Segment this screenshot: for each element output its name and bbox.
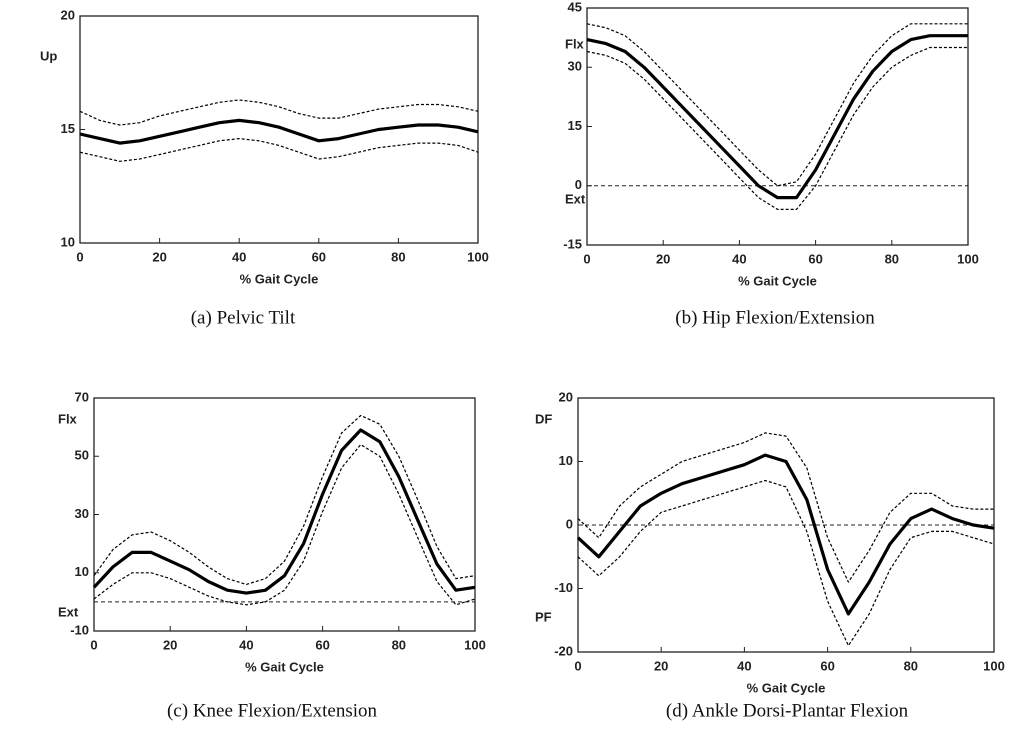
- axis-annotation: Flx: [565, 36, 585, 51]
- x-tick-label: 20: [163, 637, 177, 652]
- y-tick-label: 10: [75, 564, 89, 579]
- x-tick-label: 80: [392, 637, 406, 652]
- x-axis-label: % Gait Cycle: [747, 680, 826, 695]
- x-tick-label: 100: [957, 251, 979, 266]
- caption: (a) Pelvic Tilt: [191, 307, 296, 328]
- y-tick-label: 30: [75, 506, 89, 521]
- x-tick-label: 60: [808, 251, 822, 266]
- axis-annotation: DF: [535, 411, 552, 426]
- series-line: [92, 428, 476, 595]
- axis-annotation: Up: [40, 48, 57, 63]
- y-tick-label: -10: [70, 622, 89, 637]
- x-tick-label: 0: [583, 251, 590, 266]
- x-tick-label: 0: [574, 658, 581, 673]
- axis-annotation: Flx: [58, 411, 78, 426]
- y-tick-label: -10: [554, 580, 573, 595]
- x-tick-label: 20: [656, 251, 670, 266]
- plot-frame: [79, 15, 479, 244]
- y-tick-label: 15: [568, 118, 582, 133]
- y-tick-label: 50: [75, 448, 89, 463]
- x-tick-label: 20: [654, 658, 668, 673]
- y-tick-label: -20: [554, 643, 573, 658]
- series-line: [93, 414, 476, 585]
- series-line: [93, 444, 476, 606]
- y-tick-label: 20: [61, 7, 75, 22]
- x-tick-label: 40: [232, 249, 246, 264]
- y-tick-label: 0: [575, 177, 582, 192]
- x-tick-label: 0: [76, 249, 83, 264]
- x-tick-label: 0: [90, 637, 97, 652]
- caption: (c) Knee Flexion/Extension: [167, 700, 378, 721]
- x-tick-label: 80: [904, 658, 918, 673]
- series-line: [577, 479, 995, 647]
- series-line: [79, 138, 479, 162]
- y-tick-label: 0: [566, 516, 573, 531]
- y-tick-label: 20: [559, 389, 573, 404]
- x-axis-label: % Gait Cycle: [245, 659, 324, 674]
- y-tick-label: 30: [568, 59, 582, 74]
- y-tick-label: 70: [75, 389, 89, 404]
- series-line: [79, 118, 479, 145]
- x-axis-label: % Gait Cycle: [240, 271, 319, 286]
- x-tick-label: 100: [464, 637, 486, 652]
- x-tick-label: 100: [467, 249, 489, 264]
- x-tick-label: 40: [737, 658, 751, 673]
- series-line: [79, 99, 479, 126]
- axis-annotation: Ext: [58, 604, 79, 619]
- x-tick-label: 80: [391, 249, 405, 264]
- x-tick-label: 60: [312, 249, 326, 264]
- series-line: [586, 23, 968, 187]
- x-tick-label: 100: [983, 658, 1005, 673]
- axis-annotation: PF: [535, 609, 552, 624]
- series-line: [577, 432, 994, 583]
- x-axis-label: % Gait Cycle: [738, 273, 817, 288]
- x-tick-label: 60: [315, 637, 329, 652]
- x-tick-label: 20: [152, 249, 166, 264]
- series-line: [576, 453, 995, 616]
- y-tick-label: 15: [61, 121, 75, 136]
- series-line: [586, 46, 968, 210]
- y-tick-label: 10: [559, 453, 573, 468]
- y-tick-label: 10: [61, 234, 75, 249]
- caption: (b) Hip Flexion/Extension: [675, 307, 875, 328]
- x-tick-label: 60: [820, 658, 834, 673]
- plot-frame: [93, 397, 476, 632]
- x-tick-label: 40: [239, 637, 253, 652]
- x-tick-label: 40: [732, 251, 746, 266]
- x-tick-label: 80: [885, 251, 899, 266]
- caption: (d) Ankle Dorsi-Plantar Flexion: [666, 700, 909, 721]
- y-tick-label: -15: [563, 236, 582, 251]
- y-tick-label: 45: [568, 0, 582, 14]
- series-line: [586, 34, 968, 200]
- axis-annotation: Ext: [565, 191, 586, 206]
